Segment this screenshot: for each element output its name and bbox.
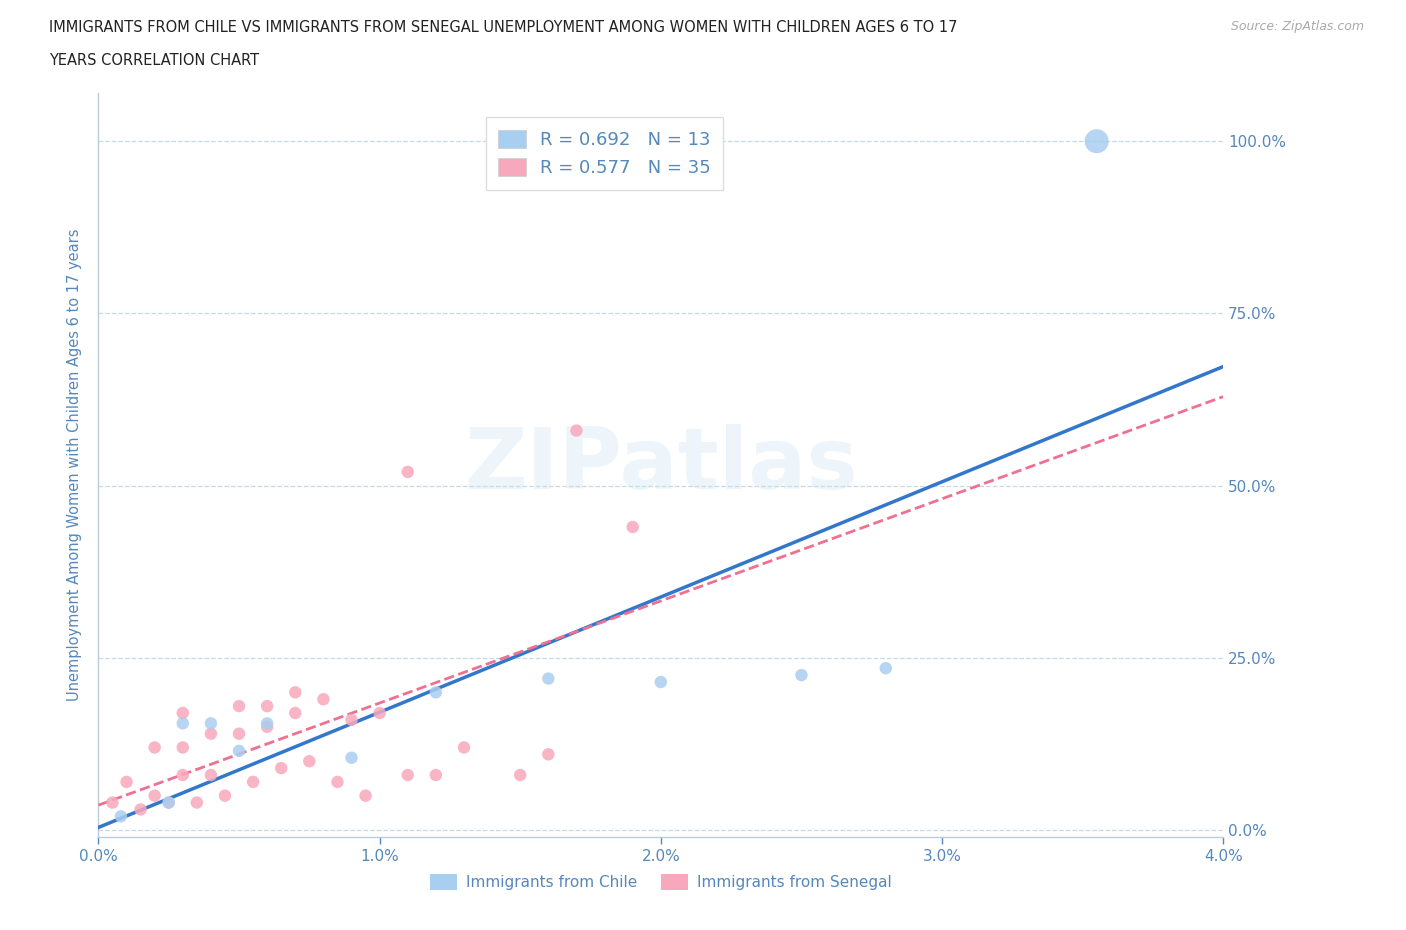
Point	[312, 692, 335, 707]
Point	[368, 706, 391, 721]
Point	[537, 671, 560, 686]
Point	[172, 740, 194, 755]
Point	[256, 716, 278, 731]
Point	[214, 789, 236, 804]
Point	[115, 775, 138, 790]
Point	[790, 668, 813, 683]
Point	[172, 706, 194, 721]
Point	[157, 795, 180, 810]
Point	[340, 712, 363, 727]
Point	[157, 795, 180, 810]
Point	[453, 740, 475, 755]
Point	[143, 740, 166, 755]
Point	[509, 767, 531, 782]
Point	[650, 674, 672, 689]
Point	[396, 767, 419, 782]
Point	[129, 802, 152, 817]
Point	[425, 767, 447, 782]
Text: Source: ZipAtlas.com: Source: ZipAtlas.com	[1230, 20, 1364, 33]
Legend: Immigrants from Chile, Immigrants from Senegal: Immigrants from Chile, Immigrants from S…	[423, 868, 898, 897]
Point	[256, 698, 278, 713]
Point	[565, 423, 588, 438]
Point	[340, 751, 363, 765]
Point	[101, 795, 124, 810]
Point	[1085, 134, 1108, 149]
Point	[186, 795, 208, 810]
Point	[228, 726, 250, 741]
Point	[200, 767, 222, 782]
Point	[172, 716, 194, 731]
Point	[228, 743, 250, 758]
Point	[172, 767, 194, 782]
Point	[200, 726, 222, 741]
Point	[110, 809, 132, 824]
Point	[298, 754, 321, 769]
Text: YEARS CORRELATION CHART: YEARS CORRELATION CHART	[49, 53, 259, 68]
Point	[284, 684, 307, 699]
Text: IMMIGRANTS FROM CHILE VS IMMIGRANTS FROM SENEGAL UNEMPLOYMENT AMONG WOMEN WITH C: IMMIGRANTS FROM CHILE VS IMMIGRANTS FROM…	[49, 20, 957, 35]
Point	[270, 761, 292, 776]
Point	[326, 775, 349, 790]
Point	[242, 775, 264, 790]
Point	[284, 706, 307, 721]
Point	[621, 520, 644, 535]
Point	[228, 698, 250, 713]
Point	[537, 747, 560, 762]
Point	[143, 789, 166, 804]
Point	[425, 684, 447, 699]
Point	[200, 716, 222, 731]
Text: ZIPatlas: ZIPatlas	[464, 423, 858, 507]
Point	[396, 464, 419, 479]
Point	[875, 661, 897, 676]
Point	[354, 789, 377, 804]
Point	[256, 719, 278, 734]
Y-axis label: Unemployment Among Women with Children Ages 6 to 17 years: Unemployment Among Women with Children A…	[67, 229, 83, 701]
